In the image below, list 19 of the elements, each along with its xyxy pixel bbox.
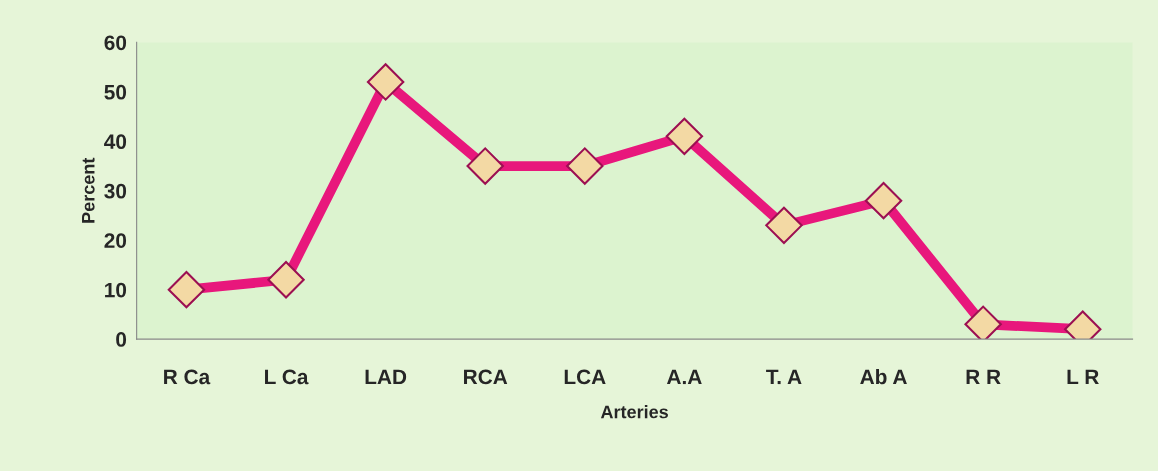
x-tick-label: R Ca — [164, 369, 211, 385]
y-tick-label: 60 — [104, 35, 127, 51]
x-axis-title: Arteries — [600, 405, 668, 419]
x-tick-label: LCA — [564, 369, 606, 385]
x-tick-label: RCA — [464, 369, 508, 385]
y-axis-title: Percent — [82, 157, 95, 223]
x-tick-label: LAD — [365, 369, 407, 385]
x-tick-label: T. A — [766, 369, 802, 385]
x-tick-label: L R — [1067, 369, 1099, 385]
x-tick-label: L Ca — [265, 369, 309, 385]
x-tick-label: Ab A — [860, 368, 907, 385]
y-tick-label: 10 — [105, 282, 127, 298]
y-tick-label: 40 — [104, 134, 127, 150]
x-tick-label: R R — [966, 369, 1001, 385]
y-tick-label: 20 — [104, 233, 127, 248]
y-tick-label: 0 — [116, 332, 127, 347]
y-tick-label: 50 — [104, 84, 127, 100]
x-tick-label: A.A — [666, 369, 702, 385]
y-tick-label: 30 — [104, 183, 127, 199]
